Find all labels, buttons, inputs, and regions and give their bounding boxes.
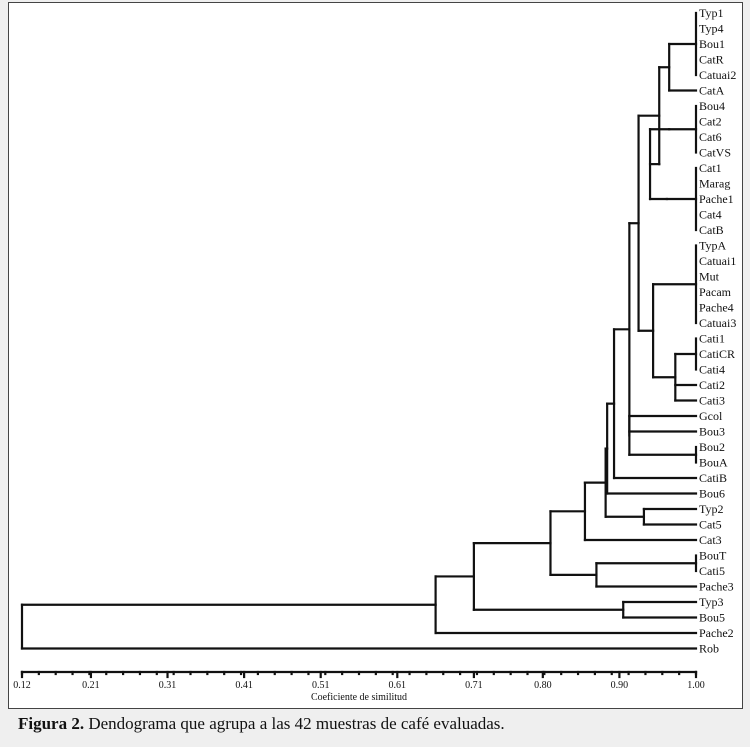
leaf-label: Mut bbox=[699, 270, 720, 284]
x-tick-label: 0.90 bbox=[611, 680, 629, 691]
leaf-label: Cati2 bbox=[699, 378, 725, 392]
leaf-label: Cat3 bbox=[699, 533, 722, 547]
leaf-label: Typ2 bbox=[699, 502, 724, 516]
x-tick-label: 0.51 bbox=[312, 680, 330, 691]
leaf-label: Cati1 bbox=[699, 332, 725, 346]
leaf-label: TypA bbox=[699, 239, 726, 253]
leaf-label: CatR bbox=[699, 53, 724, 67]
leaf-label: Pache4 bbox=[699, 301, 734, 315]
leaf-label: Cat6 bbox=[699, 130, 722, 144]
leaf-label: Cat2 bbox=[699, 115, 722, 129]
x-tick-label: 0.12 bbox=[13, 680, 31, 691]
x-tick-label: 0.71 bbox=[465, 680, 483, 691]
leaf-label: Bou2 bbox=[699, 440, 725, 454]
caption-text: Dendograma que agrupa a las 42 muestras … bbox=[84, 714, 505, 733]
x-tick-label: 0.41 bbox=[235, 680, 253, 691]
figure-caption: Figura 2. Dendograma que agrupa a las 42… bbox=[18, 714, 505, 734]
leaf-label: Catuai1 bbox=[699, 254, 736, 268]
leaf-label: Cat4 bbox=[699, 208, 722, 222]
leaf-label: CatA bbox=[699, 84, 725, 98]
leaf-label: Bou5 bbox=[699, 611, 725, 625]
leaf-label: Gcol bbox=[699, 409, 723, 423]
leaf-label: Catuai3 bbox=[699, 316, 736, 330]
leaf-label: Bou6 bbox=[699, 487, 725, 501]
leaf-label: Cati5 bbox=[699, 564, 725, 578]
leaf-label: Typ4 bbox=[699, 22, 724, 36]
leaf-label: Cat5 bbox=[699, 518, 722, 532]
leaf-label: Rob bbox=[699, 642, 719, 656]
leaf-label: CatVS bbox=[699, 146, 731, 160]
leaf-label: CatiCR bbox=[699, 347, 735, 361]
leaf-label: Typ1 bbox=[699, 6, 724, 20]
leaf-label: CatiB bbox=[699, 471, 727, 485]
leaf-label: BouA bbox=[699, 456, 728, 470]
leaf-label: Bou3 bbox=[699, 425, 725, 439]
leaf-label: Bou1 bbox=[699, 37, 725, 51]
leaf-label: Pache1 bbox=[699, 192, 734, 206]
leaf-label: CatB bbox=[699, 223, 724, 237]
x-tick-label: 0.31 bbox=[159, 680, 177, 691]
x-tick-label: 0.21 bbox=[82, 680, 100, 691]
leaf-label: Cati3 bbox=[699, 394, 725, 408]
leaf-label: Marag bbox=[699, 177, 730, 191]
figure-frame: Typ1 Typ4 Bou1 CatR Catuai2 CatA Bou4 Cat2 Cat6 C… bbox=[8, 2, 743, 709]
leaf-label: Pacam bbox=[699, 285, 732, 299]
leaf-label: Pache2 bbox=[699, 626, 734, 640]
leaf-label: Pache3 bbox=[699, 580, 734, 594]
leaf-label: Cati4 bbox=[699, 363, 725, 377]
x-axis-title: Coeficiente de similitud bbox=[311, 692, 407, 703]
leaf-label: Bou4 bbox=[699, 99, 725, 113]
leaf-label: Typ3 bbox=[699, 595, 724, 609]
x-tick-label: 0.61 bbox=[389, 680, 407, 691]
x-tick-label: 1.00 bbox=[687, 680, 705, 691]
leaf-label: Cat1 bbox=[699, 161, 722, 175]
leaf-label: Catuai2 bbox=[699, 68, 736, 82]
caption-label: Figura 2. bbox=[18, 714, 85, 733]
leaf-label: BouT bbox=[699, 549, 727, 563]
x-tick-label: 0.80 bbox=[534, 680, 552, 691]
